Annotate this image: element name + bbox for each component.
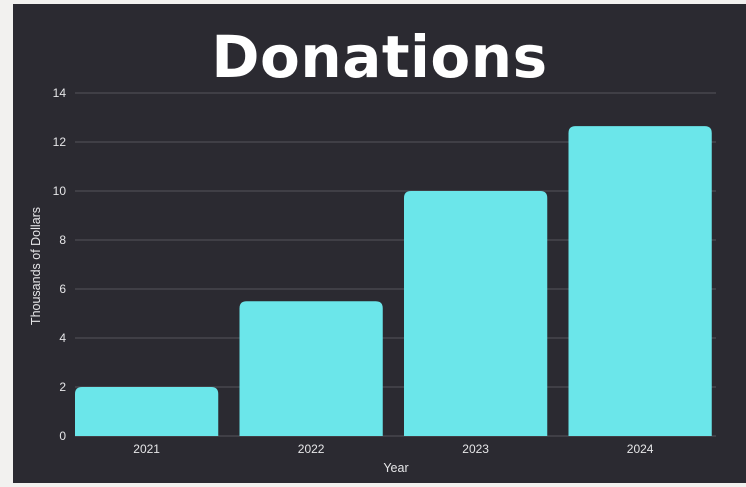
- y-axis-label: Thousands of Dollars: [29, 207, 43, 325]
- bar-2024: [568, 126, 712, 436]
- x-tick-label: 2021: [133, 442, 160, 456]
- chart-title: Donations: [211, 23, 548, 91]
- x-tick-label: 2023: [462, 442, 489, 456]
- y-tick-label: 0: [59, 429, 66, 443]
- x-axis-label: Year: [383, 461, 408, 475]
- bars: [75, 126, 712, 436]
- y-axis-ticks: 0 2 4 6 8 10 12 14: [53, 86, 67, 443]
- x-tick-label: 2024: [627, 442, 654, 456]
- bar-2021: [75, 387, 219, 436]
- y-tick-label: 12: [53, 135, 67, 149]
- bar-2022: [239, 301, 383, 436]
- y-tick-label: 14: [53, 86, 67, 100]
- y-tick-label: 6: [59, 282, 66, 296]
- chart-frame: Donations 0 2 4 6 8 10 12 14 2021 2022 2023 2024 Y…: [13, 4, 746, 483]
- y-tick-label: 4: [59, 331, 66, 345]
- x-axis-ticks: 2021 2022 2023 2024: [133, 442, 654, 456]
- bar-chart: 0 2 4 6 8 10 12 14 2021 2022 2023 2024 Year Thousa…: [29, 86, 716, 475]
- y-tick-label: 2: [59, 380, 66, 394]
- x-tick-label: 2022: [298, 442, 325, 456]
- bar-2023: [404, 191, 548, 436]
- y-tick-label: 10: [53, 184, 67, 198]
- y-tick-label: 8: [59, 233, 66, 247]
